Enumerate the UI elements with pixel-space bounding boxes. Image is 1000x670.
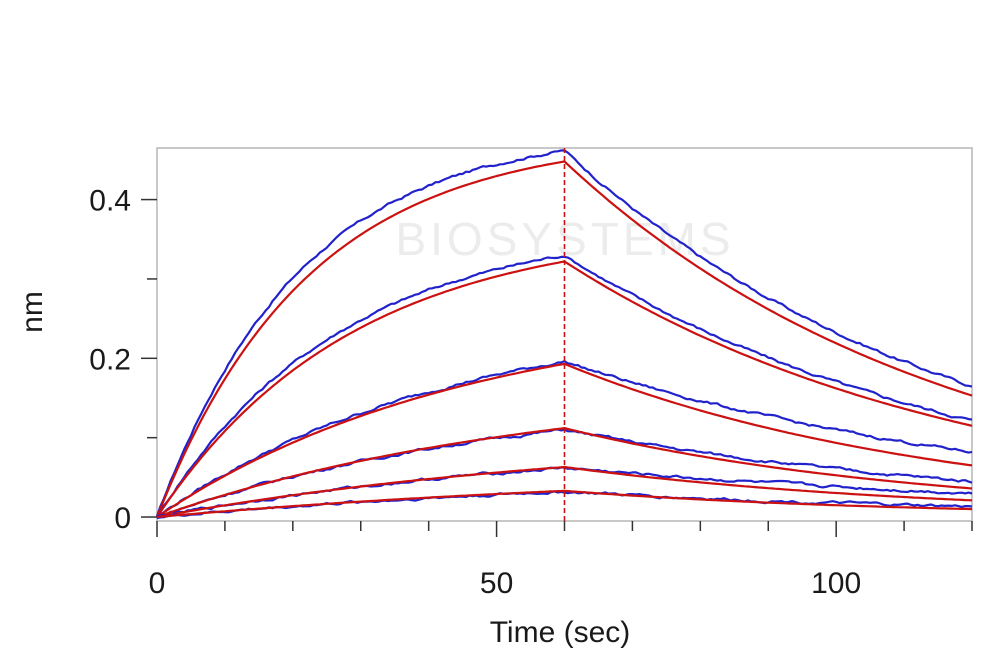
axis-ticks [141, 198, 973, 537]
fit-curve-1 [155, 160, 973, 518]
fit-curve-5 [156, 465, 973, 519]
y-tick-label: 0.2 [89, 343, 131, 376]
fit-curve-6 [156, 489, 973, 519]
y-tick-label: 0 [114, 502, 131, 535]
x-tick-label: 50 [480, 567, 513, 600]
y-tick-label: 0.4 [89, 185, 131, 218]
tick-labels: 0 0.2 0.4 0 50 100 [89, 185, 861, 600]
y-axis-title: nm [16, 291, 49, 333]
measured-curve-3 [156, 360, 973, 519]
x-axis-title: Time (sec) [490, 616, 631, 649]
x-tick-label: 0 [149, 567, 166, 600]
x-tick-label: 100 [811, 567, 861, 600]
fit-curve-3 [156, 362, 973, 518]
